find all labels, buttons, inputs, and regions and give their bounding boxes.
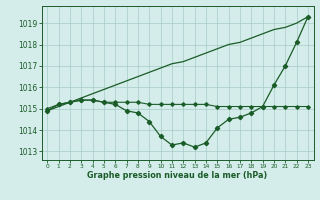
X-axis label: Graphe pression niveau de la mer (hPa): Graphe pression niveau de la mer (hPa) bbox=[87, 171, 268, 180]
